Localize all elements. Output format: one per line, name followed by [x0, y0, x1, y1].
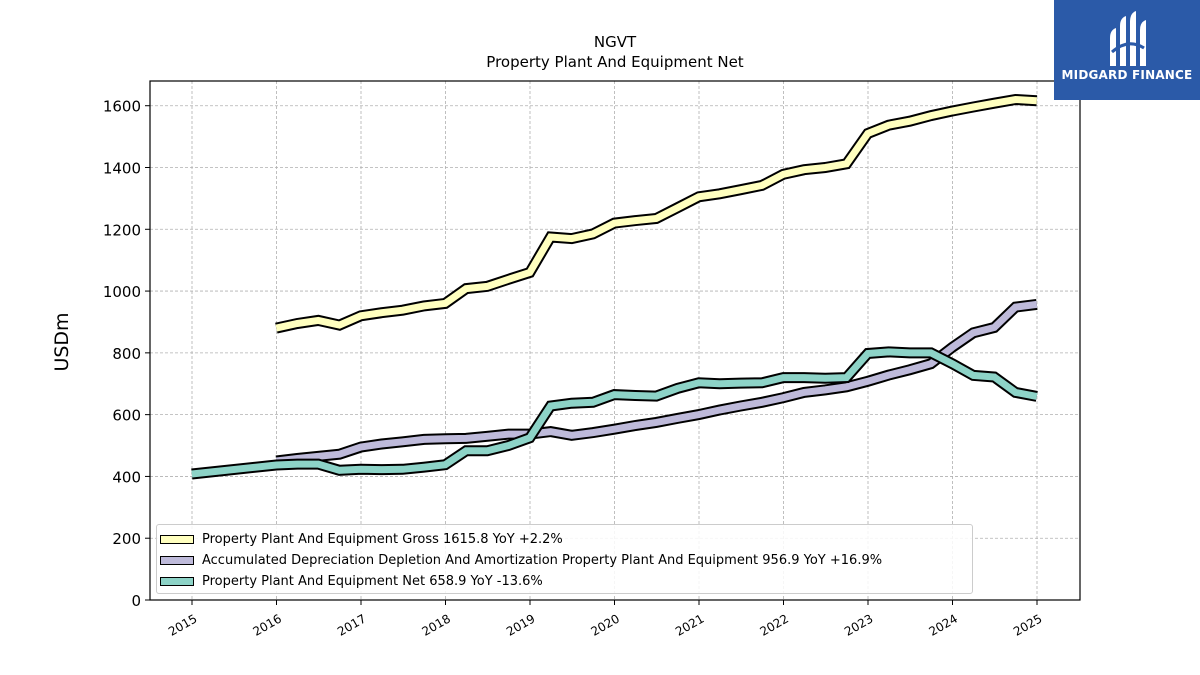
- x-tick-label: 2024: [927, 611, 960, 638]
- logo-mark-icon: [1110, 11, 1146, 66]
- legend-item: Property Plant And Equipment Gross 1615.…: [160, 529, 972, 550]
- legend-label: Property Plant And Equipment Net 658.9 Y…: [202, 574, 543, 589]
- legend-swatch: [160, 535, 194, 544]
- legend: Property Plant And Equipment Gross 1615.…: [156, 524, 973, 594]
- x-axis: 2015 2016 2017 2018 2019 2020 2021 2022 2023 2024…: [166, 600, 1045, 639]
- series-line-outline: [275, 93, 1038, 334]
- legend-swatch: [160, 556, 194, 565]
- chart-title: NGVT: [593, 33, 637, 51]
- x-tick-label: 2025: [1011, 611, 1044, 638]
- x-tick-label: 2023: [842, 611, 875, 638]
- y-tick-label: 1000: [103, 283, 141, 301]
- series-line: [275, 95, 1038, 332]
- x-tick-label: 2015: [166, 611, 199, 638]
- series-line-outline: [275, 298, 1038, 467]
- y-tick-label: 600: [112, 407, 141, 425]
- x-tick-label: 2017: [335, 611, 368, 638]
- legend-item: Property Plant And Equipment Net 658.9 Y…: [160, 571, 972, 592]
- logo-text: MIDGARD FINANCE: [1061, 68, 1193, 82]
- x-tick-label: 2018: [420, 611, 453, 638]
- chart-subtitle: Property Plant And Equipment Net: [486, 53, 744, 71]
- series-line: [191, 348, 1038, 478]
- y-tick-label: 1400: [103, 160, 141, 178]
- y-tick-label: 800: [112, 345, 141, 363]
- legend-swatch: [160, 577, 194, 586]
- series-line: [275, 300, 1038, 465]
- y-tick-label: 1600: [103, 98, 141, 116]
- x-tick-label: 2020: [589, 611, 622, 638]
- y-tick-label: 200: [112, 530, 141, 548]
- y-tick-label: 1200: [103, 221, 141, 239]
- series-lines: [191, 93, 1038, 480]
- x-tick-label: 2022: [758, 611, 791, 638]
- legend-item: Accumulated Depreciation Depletion And A…: [160, 550, 972, 571]
- y-tick-label: 0: [131, 592, 141, 610]
- x-tick-label: 2021: [673, 611, 706, 638]
- grid-lines: [150, 81, 1080, 601]
- legend-label: Property Plant And Equipment Gross 1615.…: [202, 532, 563, 547]
- y-axis: 0 200 400 600 800 1000 1200 1400 1600: [103, 98, 150, 610]
- x-tick-label: 2019: [504, 611, 537, 638]
- y-axis-label: USDm: [51, 312, 73, 372]
- plot-frame: [149, 80, 1081, 601]
- y-tick-label: 400: [112, 468, 141, 486]
- brand-logo: MIDGARD FINANCE: [1054, 0, 1200, 100]
- legend-label: Accumulated Depreciation Depletion And A…: [202, 553, 883, 568]
- x-tick-label: 2016: [251, 611, 284, 638]
